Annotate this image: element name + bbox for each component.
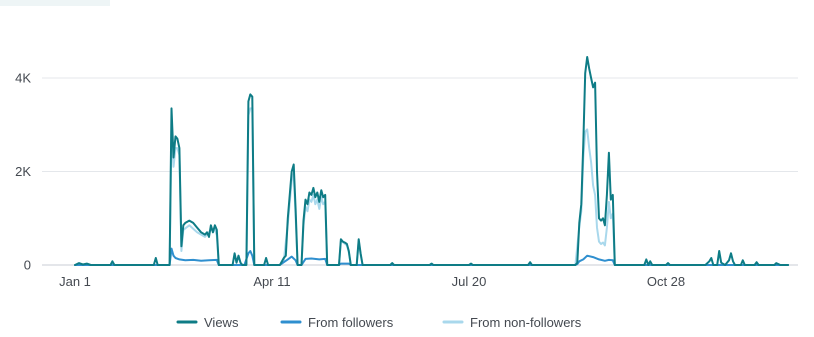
legend: Views From followers From non-followers: [176, 315, 582, 330]
y-axis-ticks: 4K 2K 0: [15, 71, 31, 273]
legend-item-from-followers[interactable]: From followers: [280, 315, 394, 330]
series-lines: [74, 56, 790, 266]
x-tick-label: Jan 1: [59, 274, 91, 289]
legend-item-views[interactable]: Views: [176, 315, 239, 330]
legend-label-from-followers: From followers: [308, 315, 394, 330]
x-tick-label: Oct 28: [647, 274, 685, 289]
legend-item-from-non-followers[interactable]: From non-followers: [442, 315, 582, 330]
legend-label-views: Views: [204, 315, 239, 330]
x-tick-label: Jul 20: [452, 274, 487, 289]
legend-label-from-non-followers: From non-followers: [470, 315, 582, 330]
y-tick-label: 4K: [15, 71, 31, 86]
x-tick-label: Apr 11: [253, 274, 290, 289]
header-fragment: [0, 0, 110, 6]
series-line-views: [74, 56, 790, 266]
grid-lines: [42, 77, 798, 266]
x-axis-ticks: Jan 1 Apr 11 Jul 20 Oct 28: [59, 274, 685, 289]
y-tick-label: 0: [24, 258, 31, 273]
y-tick-label: 2K: [15, 164, 31, 179]
